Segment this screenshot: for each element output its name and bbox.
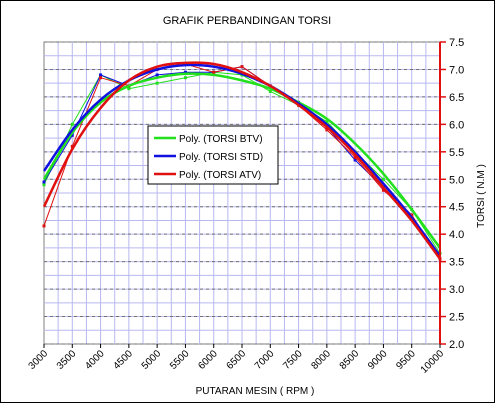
y-tick-label: 6.5 bbox=[449, 92, 464, 104]
raw-data-point bbox=[99, 76, 103, 80]
y-tick-label: 4.0 bbox=[449, 229, 464, 241]
legend-label: Poly. (TORSI ATV) bbox=[179, 170, 261, 181]
raw-data-point bbox=[353, 155, 357, 159]
raw-data-point bbox=[240, 65, 244, 69]
raw-data-point bbox=[127, 87, 131, 91]
x-axis-label: PUTARAN MESIN ( RPM ) bbox=[196, 386, 315, 397]
raw-data-point bbox=[325, 120, 329, 124]
raw-data-point bbox=[268, 89, 272, 93]
y-tick-label: 3.0 bbox=[449, 284, 464, 296]
raw-data-point bbox=[325, 128, 329, 132]
raw-data-point bbox=[42, 183, 46, 187]
raw-data-point bbox=[155, 81, 159, 85]
raw-data-point bbox=[381, 188, 385, 192]
y-tick-label: 4.5 bbox=[449, 202, 464, 214]
trendline bbox=[42, 72, 442, 249]
raw-data-point bbox=[183, 70, 187, 74]
trendline bbox=[42, 61, 442, 260]
legend-label: Poly. (TORSI STD) bbox=[179, 152, 263, 163]
raw-data-point bbox=[99, 73, 103, 77]
y-tick-label: 7.0 bbox=[449, 64, 464, 76]
y-tick-label: 7.5 bbox=[449, 37, 464, 49]
y-axis-label: TORSI ( N.M ) bbox=[476, 164, 487, 228]
raw-data-point bbox=[212, 70, 216, 74]
y-tick-label: 2.0 bbox=[449, 339, 464, 351]
raw-data-point bbox=[353, 158, 357, 162]
legend: Poly. (TORSI BTV) Poly. (TORSI STD) Poly. … bbox=[147, 125, 279, 185]
y-tick-label: 6.0 bbox=[449, 119, 464, 131]
trendline bbox=[42, 63, 442, 257]
chart-title: GRAFIK PERBANDINGAN TORSI bbox=[163, 15, 331, 27]
raw-data-point bbox=[183, 76, 187, 80]
y-axis-ticks: 2.0 2.5 3.0 3.5 4.0 4.5 5.0 5.5 6.0 6.5 7.0 7.5 bbox=[440, 37, 464, 351]
y-tick-label: 3.5 bbox=[449, 257, 464, 269]
legend-label: Poly. (TORSI BTV) bbox=[179, 134, 263, 145]
raw-data-point bbox=[70, 122, 74, 126]
raw-data-point bbox=[155, 73, 159, 77]
raw-data-point bbox=[381, 177, 385, 181]
y-tick-label: 5.0 bbox=[449, 174, 464, 186]
raw-data-point bbox=[70, 144, 74, 148]
raw-data-point bbox=[410, 213, 414, 217]
raw-data-point bbox=[70, 133, 74, 137]
y-tick-label: 2.5 bbox=[449, 312, 464, 324]
raw-data-point bbox=[42, 224, 46, 228]
raw-data-point bbox=[42, 180, 46, 184]
y-tick-label: 5.5 bbox=[449, 147, 464, 159]
